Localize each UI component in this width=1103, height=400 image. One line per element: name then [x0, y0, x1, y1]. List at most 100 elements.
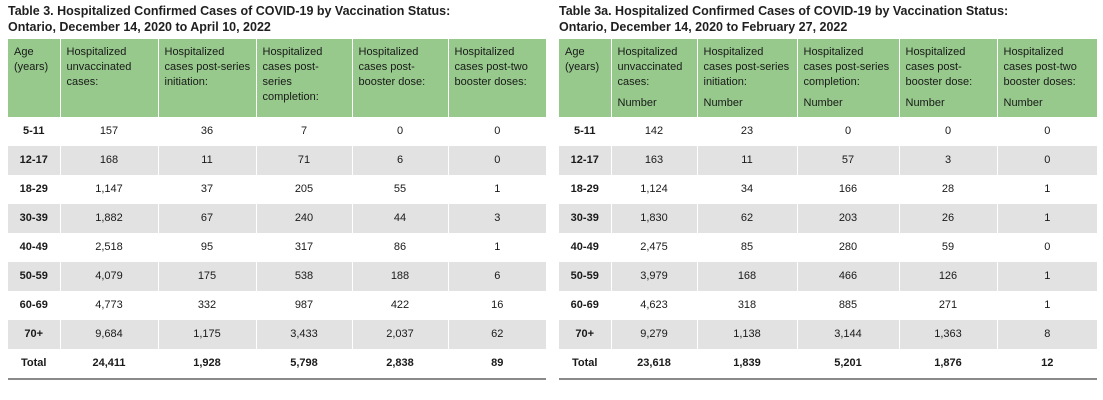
table-3a-caption-line2: Ontario, December 14, 2020 to February 2…	[559, 20, 848, 34]
right-header-cell: Hospitalized cases post-series initiatio…	[696, 39, 797, 117]
count-cell: 3	[447, 204, 546, 233]
count-cell: 1,928	[157, 349, 256, 378]
table-row: Total 24,411 1,928 5,798 2,838 89	[8, 349, 546, 378]
table-row: 40-49 2,475 85 280 59 0	[559, 233, 1097, 262]
count-cell: 1	[996, 291, 1097, 320]
count-cell: 0	[796, 117, 899, 146]
count-cell: 86	[351, 233, 448, 262]
table-row: 50-59 4,079 175 538 188 6	[8, 262, 546, 291]
table-row: 5-11 157 36 7 0 0	[8, 117, 546, 146]
count-cell: 44	[351, 204, 448, 233]
count-cell: 55	[351, 175, 448, 204]
count-cell: 24,411	[59, 349, 158, 378]
age-group-cell: 18-29	[8, 175, 60, 204]
count-cell: 2,838	[351, 349, 448, 378]
count-cell: 37	[157, 175, 256, 204]
count-cell: 1,175	[157, 320, 256, 349]
count-cell: 6	[447, 262, 546, 291]
header-label: Age (years)	[14, 46, 49, 73]
header-label: Hospitalized unvaccinated cases:	[617, 46, 683, 88]
count-cell: 1	[996, 262, 1097, 291]
count-cell: 12	[996, 349, 1097, 378]
table-row: 5-11 142 23 0 0 0	[559, 117, 1097, 146]
count-cell: 2,518	[59, 233, 158, 262]
table-row: 30-39 1,882 67 240 44 3	[8, 204, 546, 233]
count-cell: 168	[59, 146, 158, 175]
age-group-cell: Total	[559, 349, 611, 378]
count-cell: 3,979	[610, 262, 697, 291]
count-cell: 168	[696, 262, 797, 291]
count-cell: 157	[59, 117, 158, 146]
table-row: 40-49 2,518 95 317 86 1	[8, 233, 546, 262]
count-cell: 1	[447, 175, 546, 204]
count-cell: 0	[351, 117, 448, 146]
count-cell: 71	[255, 146, 352, 175]
table-3a-caption-line1: Table 3a. Hospitalized Confirmed Cases o…	[559, 4, 1009, 18]
count-cell: 1	[447, 233, 546, 262]
count-cell: 85	[696, 233, 797, 262]
age-group-cell: Total	[8, 349, 60, 378]
header-label: Hospitalized cases post-series initiatio…	[703, 46, 790, 88]
table-3-panel: Table 3. Hospitalized Confirmed Cases of…	[8, 3, 546, 380]
count-cell: 5,201	[796, 349, 899, 378]
header-label: Hospitalized cases post-two booster dose…	[1003, 46, 1077, 88]
count-cell: 62	[696, 204, 797, 233]
left-header-cell: Hospitalized unvaccinated cases:	[59, 39, 158, 117]
age-group-cell: 40-49	[559, 233, 611, 262]
unit-label: Number	[703, 97, 743, 109]
age-group-cell: 60-69	[559, 291, 611, 320]
count-cell: 9,684	[59, 320, 158, 349]
count-cell: 271	[898, 291, 997, 320]
count-cell: 23,618	[610, 349, 697, 378]
count-cell: 1,876	[898, 349, 997, 378]
count-cell: 0	[447, 146, 546, 175]
age-group-cell: 18-29	[559, 175, 611, 204]
count-cell: 2,037	[351, 320, 448, 349]
count-cell: 89	[447, 349, 546, 378]
count-cell: 67	[157, 204, 256, 233]
right-header-cell: Age (years)	[559, 39, 611, 117]
count-cell: 2,475	[610, 233, 697, 262]
header-label: Hospitalized cases post-series completio…	[262, 46, 323, 103]
age-group-cell: 70+	[559, 320, 611, 349]
table-row: 18-29 1,124 34 166 28 1	[559, 175, 1097, 204]
count-cell: 11	[696, 146, 797, 175]
count-cell: 6	[351, 146, 448, 175]
table-row: 18-29 1,147 37 205 55 1	[8, 175, 546, 204]
count-cell: 3,433	[255, 320, 352, 349]
count-cell: 4,623	[610, 291, 697, 320]
table-row: 12-17 168 11 71 6 0	[8, 146, 546, 175]
count-cell: 317	[255, 233, 352, 262]
count-cell: 987	[255, 291, 352, 320]
count-cell: 188	[351, 262, 448, 291]
table-row: 12-17 163 11 57 3 0	[559, 146, 1097, 175]
count-cell: 422	[351, 291, 448, 320]
unit-label: Number	[1003, 97, 1043, 109]
count-cell: 240	[255, 204, 352, 233]
table-row: 60-69 4,773 332 987 422 16	[8, 291, 546, 320]
unit-label: Number	[803, 97, 843, 109]
count-cell: 203	[796, 204, 899, 233]
unit-label: Number	[617, 97, 657, 109]
count-cell: 885	[796, 291, 899, 320]
table-3-caption: Table 3. Hospitalized Confirmed Cases of…	[8, 3, 546, 39]
count-cell: 1,839	[696, 349, 797, 378]
table-3a-caption: Table 3a. Hospitalized Confirmed Cases o…	[559, 3, 1097, 39]
count-cell: 1,147	[59, 175, 158, 204]
table-row: 70+ 9,279 1,138 3,144 1,363 8	[559, 320, 1097, 349]
table-row: 60-69 4,623 318 885 271 1	[559, 291, 1097, 320]
table-3a: Age (years) Hospitalized unvaccinated cas…	[559, 39, 1097, 378]
header-label: Hospitalized unvaccinated cases:	[66, 46, 132, 88]
count-cell: 9,279	[610, 320, 697, 349]
count-cell: 166	[796, 175, 899, 204]
count-cell: 36	[157, 117, 256, 146]
table-row: 50-59 3,979 168 466 126 1	[559, 262, 1097, 291]
count-cell: 466	[796, 262, 899, 291]
left-header-cell: Age (years)	[8, 39, 60, 117]
count-cell: 280	[796, 233, 899, 262]
count-cell: 142	[610, 117, 697, 146]
count-cell: 0	[996, 146, 1097, 175]
count-cell: 26	[898, 204, 997, 233]
table-row: 70+ 9,684 1,175 3,433 2,037 62	[8, 320, 546, 349]
count-cell: 8	[996, 320, 1097, 349]
